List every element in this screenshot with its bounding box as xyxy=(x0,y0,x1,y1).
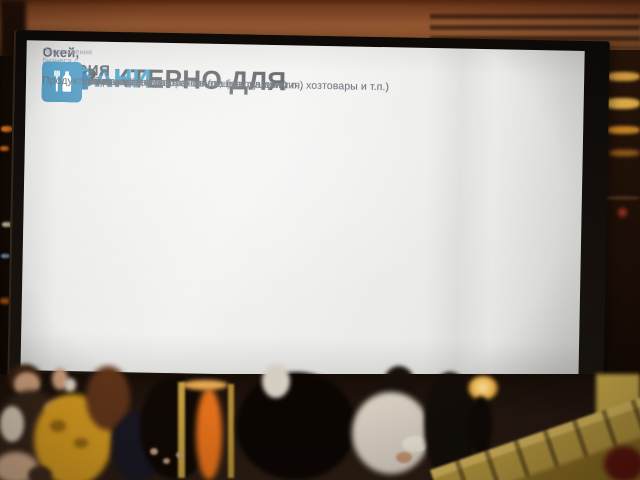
door-frame xyxy=(178,382,185,478)
presentation-slide: Окей, Казань Продвижение бизнеса с Googl… xyxy=(20,40,584,381)
table-row: Продукты питания (не считая заказа еды н… xyxy=(41,58,519,115)
wall-light-streak xyxy=(1,126,13,132)
stair-light-streak xyxy=(607,126,640,134)
door-top-glow xyxy=(182,380,228,390)
wall-light-streak xyxy=(0,298,12,304)
red-light-dot xyxy=(618,208,627,217)
right-background xyxy=(604,50,640,382)
man-white-shirt xyxy=(352,392,430,474)
phone-object xyxy=(64,378,76,392)
white-haired-head xyxy=(262,364,290,398)
tv-display: Окей, Казань Продвижение бизнеса с Googl… xyxy=(7,30,614,405)
wall-light-streak xyxy=(2,222,13,227)
wall-light-streak xyxy=(0,146,9,151)
door-frame xyxy=(228,384,234,478)
orange-light-column xyxy=(196,388,222,480)
dark-background xyxy=(236,372,356,480)
notebook xyxy=(402,436,428,452)
distant-face xyxy=(163,458,170,464)
railing-line xyxy=(606,196,640,200)
floral-pattern-spot xyxy=(74,438,88,448)
wall-light-streak xyxy=(1,254,10,258)
stair-light-streak xyxy=(609,150,640,156)
stair-light-streak xyxy=(606,72,640,81)
red-object xyxy=(604,446,640,480)
floral-pattern-spot xyxy=(50,420,66,432)
tv-screen: Окей, Казань Продвижение бизнеса с Googl… xyxy=(20,40,585,381)
papers xyxy=(0,406,24,442)
stair-light-streak xyxy=(604,98,640,109)
distant-face xyxy=(150,448,158,455)
lamp-base xyxy=(470,396,492,456)
writing-hand xyxy=(396,452,412,463)
audience-area xyxy=(0,364,640,480)
foreground-hair xyxy=(28,466,52,480)
distant-face xyxy=(176,452,183,458)
